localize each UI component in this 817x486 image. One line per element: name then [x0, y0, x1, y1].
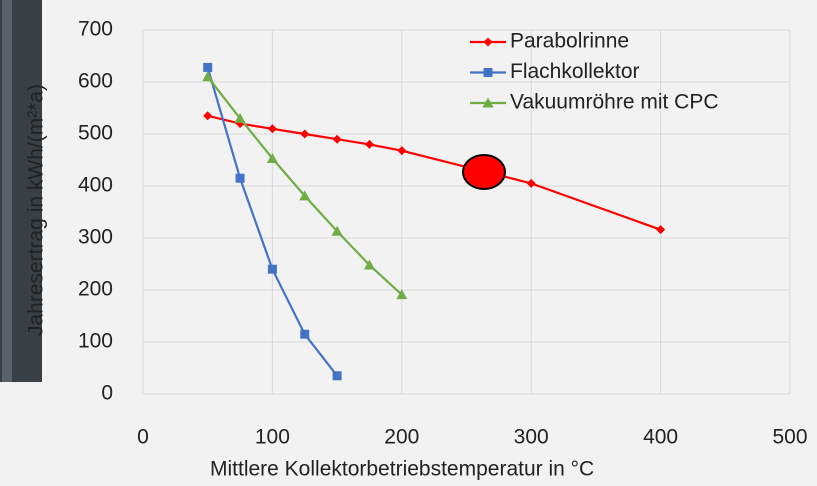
data-point	[203, 62, 213, 72]
data-point	[234, 112, 246, 123]
data-point	[299, 190, 311, 201]
series-line	[207, 114, 661, 231]
y-tick-label: 200	[78, 278, 113, 301]
data-point	[266, 152, 278, 163]
y-tick-label: 100	[78, 330, 113, 353]
legend-label: Flachkollektor	[510, 60, 640, 83]
data-point	[202, 71, 214, 82]
legend-label: Vakuumröhre mit CPC	[510, 91, 719, 114]
background-photo-detail	[2, 0, 12, 382]
y-tick-label: 0	[101, 382, 113, 405]
data-point	[267, 124, 277, 134]
x-axis-label: Mittlere Kollektorbetriebstemperatur in …	[210, 458, 594, 481]
data-point	[300, 329, 310, 339]
x-tick-label: 200	[384, 426, 419, 449]
legend-label: Parabolrinne	[510, 30, 629, 53]
x-tick-label: 300	[514, 426, 549, 449]
data-point	[526, 178, 536, 188]
data-point	[364, 139, 374, 149]
data-point	[203, 111, 213, 121]
data-point	[396, 289, 408, 300]
data-point	[397, 146, 407, 156]
y-tick-label: 300	[78, 226, 113, 249]
data-point	[483, 37, 493, 47]
data-point	[482, 97, 494, 108]
highlight-marker	[462, 154, 506, 190]
x-tick-label: 100	[255, 426, 290, 449]
plot-area: 0 100 200 300 400 500 600 700 0 100 200 300 400 500 Pa…	[78, 18, 808, 449]
data-point	[656, 225, 666, 235]
data-point	[267, 264, 277, 274]
x-tick-label: 0	[137, 426, 149, 449]
y-tick-label: 700	[78, 18, 113, 41]
x-tick-label: 400	[643, 426, 678, 449]
y-axis-label: Jahresertrag in kWh/(m²*a)	[25, 84, 48, 336]
y-tick-label: 500	[78, 122, 113, 145]
x-tick-label: 500	[772, 426, 807, 449]
data-point	[331, 225, 343, 236]
data-point	[363, 259, 375, 270]
data-point	[332, 134, 342, 144]
data-point	[300, 129, 310, 139]
data-point	[235, 173, 245, 183]
data-point	[332, 371, 342, 381]
y-tick-label: 600	[78, 70, 113, 93]
y-tick-label: 400	[78, 174, 113, 197]
data-point	[483, 68, 493, 77]
